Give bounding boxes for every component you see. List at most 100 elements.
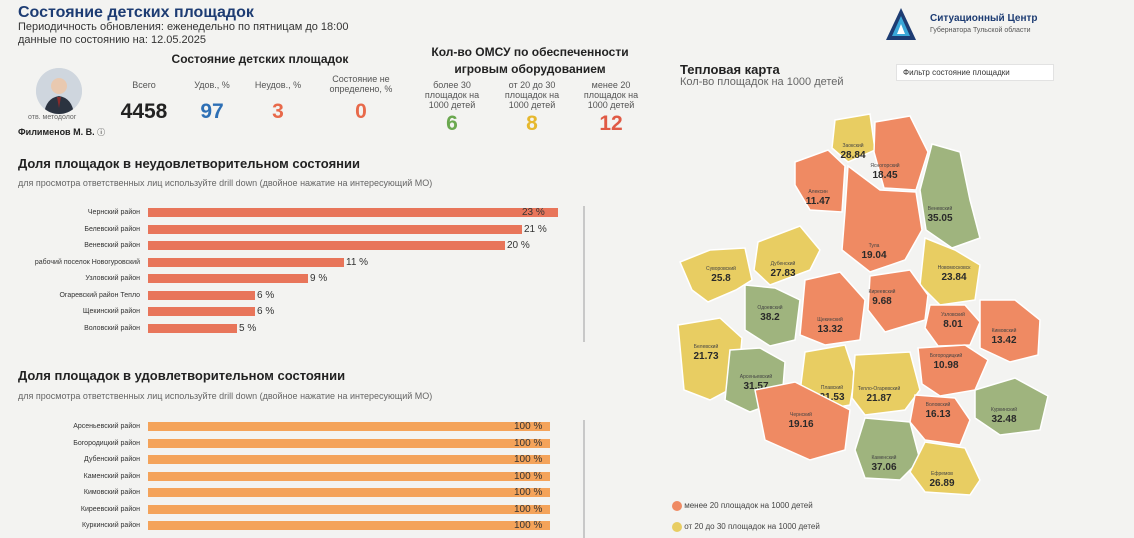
map-region-shape[interactable]	[831, 113, 876, 163]
info-icon[interactable]: ⓘ	[97, 128, 106, 137]
kpi-undefined[interactable]: Состояние не определено, % 0	[318, 74, 404, 124]
person-role: отв. методолог	[28, 114, 77, 121]
satisfactory-bar[interactable]	[148, 488, 550, 497]
unsatisfactory-bar[interactable]	[148, 323, 237, 333]
unsatisfactory-bar-row[interactable]: Чернский район 23 %	[0, 206, 600, 220]
unsatisfactory-bar-row[interactable]: рабочий поселок Новогуровский 11 %	[0, 256, 600, 270]
omsu-less-20[interactable]: менее 20 площадок на 1000 детей 12	[576, 80, 646, 136]
satisfactory-bar-label: Куркинский район	[81, 522, 140, 529]
satisfactory-bar[interactable]	[148, 438, 550, 448]
map-region-value: 21.53	[819, 392, 844, 403]
kpi-total[interactable]: Всего 4458	[112, 74, 176, 124]
satisfactory-bar-value: 100 %	[514, 520, 543, 531]
unsatisfactory-bar[interactable]	[148, 241, 505, 250]
map-region-shape[interactable]	[919, 143, 981, 249]
map-region-shape[interactable]	[974, 377, 1049, 436]
map-region-shape[interactable]	[909, 441, 981, 496]
kpi-unsatisfactory[interactable]: Неудов., % 3	[246, 74, 310, 124]
satisfactory-scrollbar[interactable]	[583, 420, 585, 538]
map-region-shape[interactable]	[753, 225, 821, 286]
unsatisfactory-bar-label: Щекинский район	[82, 308, 140, 315]
kpi-total-value: 4458	[120, 100, 168, 123]
unsatisfactory-bar-row[interactable]: Воловский район 5 %	[0, 322, 600, 336]
unsatisfactory-bar-row[interactable]: Щекинский район 6 %	[0, 305, 600, 319]
satisfactory-bar[interactable]	[148, 455, 550, 464]
map-region-shape[interactable]	[754, 381, 851, 461]
unsatisfactory-bar-row[interactable]: Огаревский район Тепло 6 %	[0, 289, 600, 303]
map-region-shape[interactable]	[979, 299, 1041, 363]
satisfactory-bar-value: 100 %	[514, 487, 543, 498]
map-region-value: 26.89	[929, 478, 954, 489]
satisfactory-bar[interactable]	[148, 521, 550, 530]
satisfactory-bar-row[interactable]: Каменский район 100 %	[0, 470, 600, 484]
satisfactory-bar-row[interactable]: Дубенский район 100 %	[0, 453, 600, 467]
unsatisfactory-bar[interactable]	[148, 290, 255, 300]
heatmap-title: Тепловая карта	[680, 62, 780, 77]
map-region-shape[interactable]	[679, 247, 753, 303]
heatmap-subtitle: Кол-во площадок на 1000 детей	[680, 76, 844, 88]
unsatisfactory-bar-row[interactable]: Узловский район 9 %	[0, 272, 600, 286]
state-filter-dropdown[interactable]: Фильтр состояние площадки	[896, 64, 1054, 81]
unsatisfactory-scrollbar[interactable]	[583, 206, 585, 342]
map-region-value: 19.04	[861, 250, 886, 261]
unsatisfactory-bar-row[interactable]: Веневский район 20 %	[0, 239, 600, 253]
map-region-name: Кимовский	[992, 327, 1017, 334]
map-region-shape[interactable]	[867, 269, 929, 333]
map-region-shape[interactable]	[794, 149, 846, 213]
satisfactory-bar-row[interactable]: Кимовский район 100 %	[0, 486, 600, 500]
map-region-shape[interactable]	[841, 164, 923, 273]
kpi-satisfactory[interactable]: Удов., % 97	[182, 74, 242, 124]
satisfactory-bar-row[interactable]: Богородицкий район 100 %	[0, 437, 600, 451]
map-region-shape[interactable]	[744, 284, 801, 347]
unsatisfactory-bar[interactable]	[148, 208, 558, 217]
satisfactory-bar-row[interactable]: Киреевский район 100 %	[0, 503, 600, 517]
unsatisfactory-bar[interactable]	[148, 274, 308, 283]
map-region-shape[interactable]	[799, 271, 866, 346]
map-region-value: 16.13	[925, 409, 950, 420]
map-region-shape[interactable]	[854, 417, 921, 481]
kpi-undefined-value: 0	[355, 100, 367, 123]
unsatisfactory-bar-row[interactable]: Белевский район 21 %	[0, 223, 600, 237]
map-region-shape[interactable]	[873, 115, 929, 191]
unsatisfactory-bar[interactable]	[148, 257, 344, 267]
omsu-20-30-value: 8	[526, 112, 538, 135]
satisfactory-bar-label: Каменский район	[83, 472, 140, 480]
satisfactory-bar-row[interactable]: Арсеньевский район 100 %	[0, 420, 600, 434]
satisfactory-bar[interactable]	[148, 504, 550, 514]
omsu-more-30[interactable]: более 30 площадок на 1000 детей 6	[418, 80, 486, 136]
satisfactory-bar[interactable]	[148, 471, 550, 481]
status-kpis: Всего 4458 Удов., % 97 Неудов., % 3 Сост…	[112, 74, 406, 134]
satisfactory-bar-row[interactable]: Куркинский район 100 %	[0, 519, 600, 533]
satisfactory-bar-value: 100 %	[514, 503, 543, 515]
map-region-value: 21.73	[693, 351, 718, 362]
map-region-shape[interactable]	[851, 351, 921, 416]
omsu-20-30[interactable]: от 20 до 30 площадок на 1000 детей 8	[498, 80, 566, 136]
satisfactory-bar[interactable]	[148, 422, 550, 431]
legend-yellow-dot	[672, 522, 682, 532]
map-region-shape[interactable]	[924, 304, 981, 347]
unsatisfactory-bar[interactable]	[148, 224, 522, 234]
unsatisfactory-bar[interactable]	[148, 307, 255, 316]
map-region-value: 13.32	[817, 324, 842, 335]
